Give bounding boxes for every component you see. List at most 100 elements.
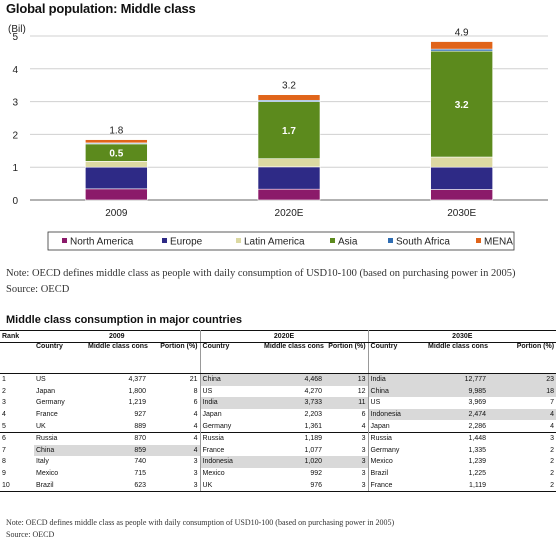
country-cell: US bbox=[202, 387, 213, 395]
chart-title: Global population: Middle class bbox=[6, 1, 196, 16]
consumption-cell: 1,225 bbox=[468, 470, 487, 478]
portion-cell: 13 bbox=[324, 373, 369, 386]
y-tick-label: 2 bbox=[12, 130, 18, 141]
chart-source: Source: OECD bbox=[6, 284, 70, 295]
rank-cell: 10 bbox=[0, 479, 34, 492]
consumption-cell: 2,474 bbox=[426, 408, 489, 421]
country-cell: India bbox=[368, 373, 427, 386]
country-cell: India bbox=[200, 397, 263, 409]
consumption-header: Middle class consumption (USDb) bbox=[262, 342, 325, 374]
country-cell: France bbox=[202, 446, 225, 454]
y-tick-label: 3 bbox=[12, 98, 18, 109]
country-cell: Japan bbox=[36, 387, 56, 395]
rank-cell: 6 bbox=[0, 431, 34, 445]
consumption-header: Middle class consumption (USDb) bbox=[86, 342, 148, 374]
year-header-2030: 2030E bbox=[368, 330, 557, 343]
rank-cell: 3 bbox=[2, 399, 6, 407]
legend-label: MENA bbox=[484, 237, 513, 248]
table-title: Middle class consumption in major countr… bbox=[6, 314, 242, 326]
table-header-years: Rank 2009 2020E 2030E bbox=[0, 330, 557, 343]
portion-cell: 4 bbox=[324, 420, 369, 433]
portion-cell: 8 bbox=[148, 385, 201, 398]
legend-swatch bbox=[476, 238, 481, 243]
table-row: 2 Japan 1,800 8 US 4,270 12 China 9,985 18 bbox=[0, 385, 557, 398]
bar-segment bbox=[257, 188, 321, 201]
portion-cell: 4 bbox=[148, 420, 201, 433]
country-cell: US bbox=[370, 399, 381, 407]
consumption-table: Rank 2009 2020E 2030E Country Middle cla… bbox=[0, 330, 557, 492]
portion-cell: 3 bbox=[148, 467, 201, 480]
portion-cell: 7 bbox=[550, 399, 555, 407]
y-tick-label: 1 bbox=[12, 163, 18, 174]
x-tick-label: 2009 bbox=[105, 208, 128, 219]
portion-cell: 3 bbox=[148, 456, 201, 468]
consumption-header: Middle class consumption (USDb) bbox=[426, 342, 489, 374]
portion-cell: 3 bbox=[148, 479, 201, 492]
country-cell: France bbox=[368, 479, 427, 492]
country-cell: Italy bbox=[36, 458, 49, 466]
bar-total-label: 4.9 bbox=[455, 28, 469, 39]
bar-value-label: 0.5 bbox=[109, 149, 123, 160]
portion-cell: 12 bbox=[324, 385, 369, 398]
table-row: 7 China 859 4 France 1,077 3 Germany 1,335 2 bbox=[0, 444, 556, 457]
country-cell: China bbox=[34, 444, 86, 457]
country-cell: Germany bbox=[202, 422, 232, 430]
country-cell: France bbox=[36, 411, 58, 419]
portion-cell: 18 bbox=[488, 385, 557, 398]
bar-total-label: 1.8 bbox=[109, 126, 123, 137]
legend-box bbox=[47, 231, 515, 251]
consumption-cell: 1,800 bbox=[128, 387, 146, 395]
legend-swatch bbox=[330, 238, 335, 243]
portion-cell: 23 bbox=[488, 373, 557, 386]
portion-cell: 3 bbox=[324, 444, 369, 457]
portion-cell: 2 bbox=[488, 479, 557, 492]
country-cell: Mexico bbox=[202, 470, 225, 478]
rank-header: Rank bbox=[0, 330, 34, 343]
bar-value-label: 1.7 bbox=[282, 126, 296, 137]
consumption-cell: 4,377 bbox=[128, 376, 146, 384]
rank-cell: 4 bbox=[2, 411, 6, 419]
legend-swatch bbox=[236, 238, 241, 243]
bar-segment bbox=[257, 101, 321, 159]
portion-cell: 4 bbox=[148, 431, 201, 445]
portion-cell: 4 bbox=[148, 444, 201, 457]
bar-segment bbox=[257, 158, 321, 168]
x-tick-label: 2030E bbox=[447, 208, 476, 219]
year-header-2020: 2020E bbox=[200, 330, 369, 343]
legend-label: Latin America bbox=[244, 237, 305, 248]
bar-value-label: 3.2 bbox=[455, 100, 469, 111]
country-cell: Mexico bbox=[36, 470, 59, 478]
bar-segment bbox=[430, 166, 493, 190]
bar-segment bbox=[430, 156, 493, 168]
consumption-cell: 12,777 bbox=[426, 373, 489, 386]
bar-total-label: 3.2 bbox=[282, 81, 296, 92]
consumption-cell: 1,448 bbox=[426, 431, 489, 445]
consumption-cell: 1,020 bbox=[262, 456, 325, 468]
country-cell: China bbox=[200, 373, 263, 386]
table-row: 6 Russia 870 4 Russia 1,189 3 Russia 1,448 3 bbox=[0, 431, 557, 445]
legend-swatch bbox=[62, 238, 67, 243]
country-cell: Indonesia bbox=[200, 456, 263, 468]
portion-cell: 11 bbox=[324, 397, 369, 409]
country-header: Country bbox=[368, 342, 427, 374]
table-note: Note: OECD defines middle class as peopl… bbox=[6, 518, 395, 527]
table-header-columns: Country Middle class consumption (USDb) … bbox=[0, 342, 557, 374]
country-cell: UK bbox=[200, 479, 263, 492]
country-cell: Germany bbox=[36, 399, 65, 407]
consumption-cell: 870 bbox=[86, 431, 148, 445]
portion-cell: 4 bbox=[488, 408, 557, 421]
legend-label: South Africa bbox=[396, 237, 450, 248]
consumption-cell: 889 bbox=[134, 422, 146, 430]
country-cell: Brazil bbox=[34, 479, 86, 492]
bar-segment bbox=[430, 41, 493, 50]
country-header: Country bbox=[34, 342, 86, 374]
country-cell: China bbox=[368, 385, 427, 398]
country-cell: UK bbox=[36, 422, 46, 430]
table-source: Source: OECD bbox=[6, 530, 55, 539]
consumption-cell: 715 bbox=[134, 470, 146, 478]
consumption-cell: 1,239 bbox=[468, 458, 487, 466]
consumption-cell: 1,219 bbox=[128, 399, 146, 407]
consumption-cell: 3,969 bbox=[468, 399, 487, 407]
country-cell: US bbox=[36, 376, 46, 384]
country-cell: Japan bbox=[202, 411, 222, 419]
